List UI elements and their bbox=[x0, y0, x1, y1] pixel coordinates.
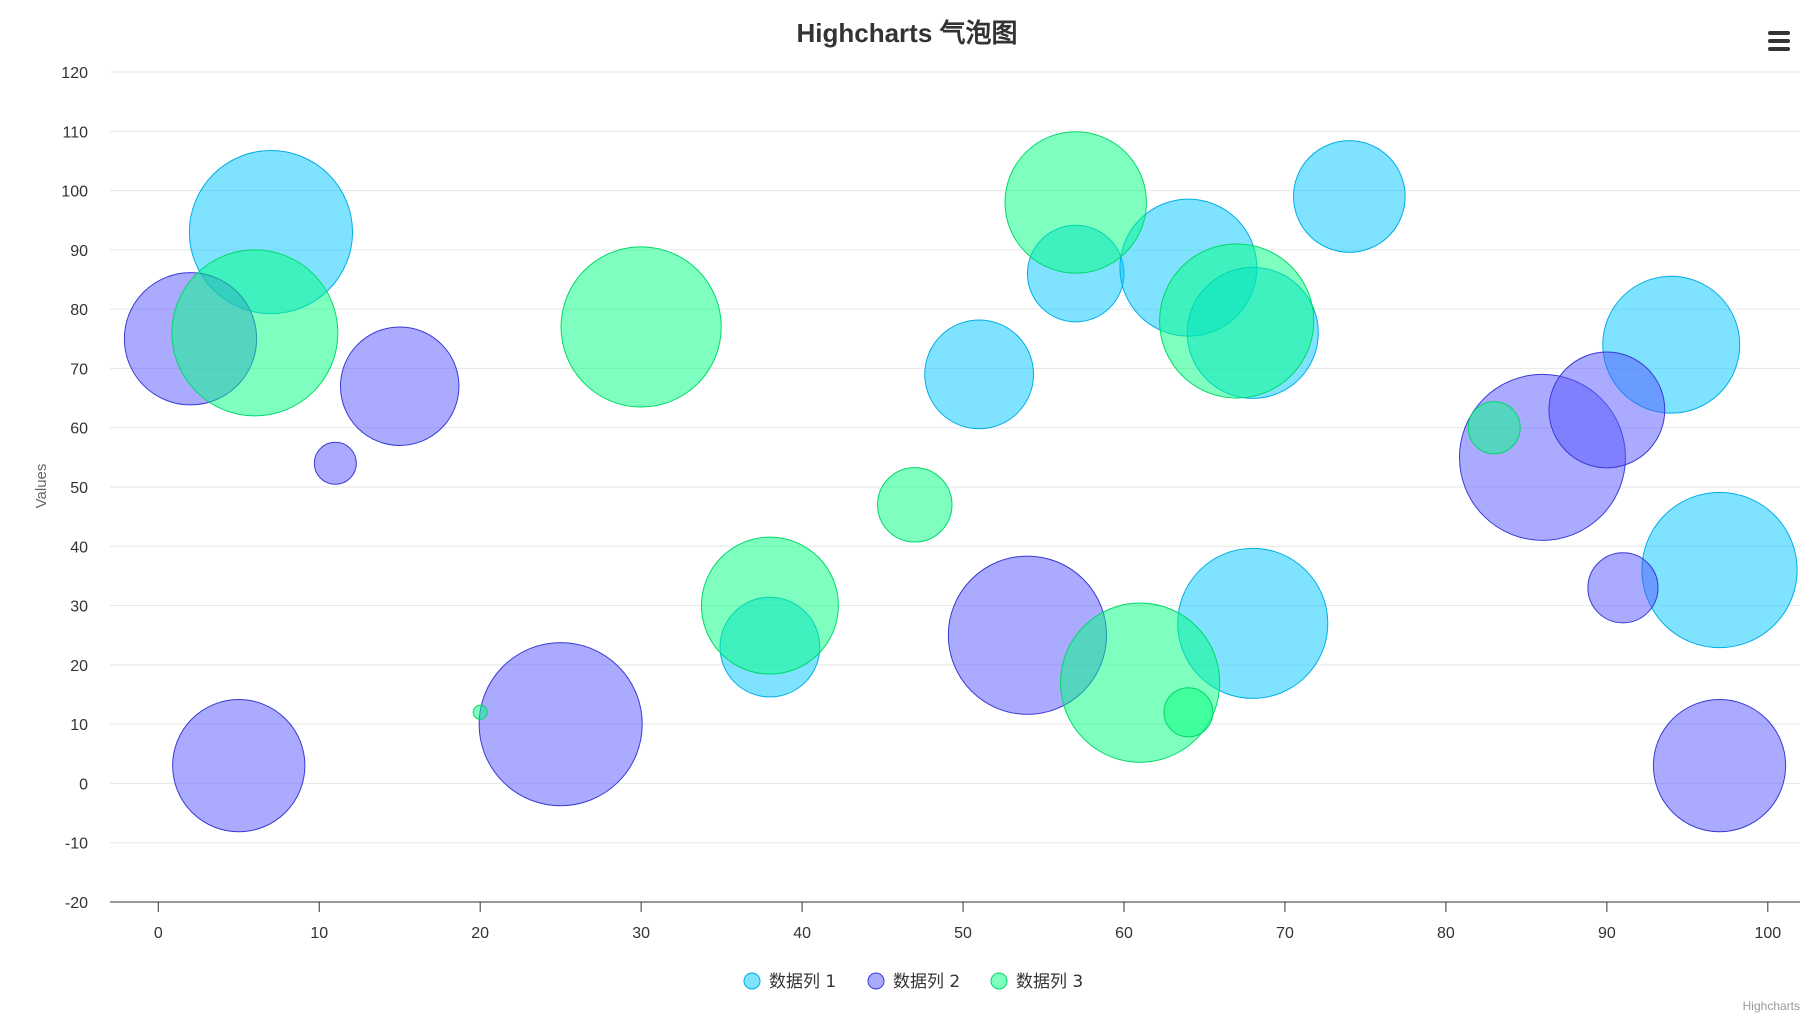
bubble-point[interactable] bbox=[1548, 351, 1666, 469]
chart-title: Highcharts 气泡图 bbox=[796, 18, 1017, 48]
bubble-layer bbox=[123, 131, 1798, 833]
y-tick-label: 80 bbox=[70, 302, 88, 319]
x-tick-label: 70 bbox=[1276, 925, 1294, 942]
x-tick-label: 90 bbox=[1598, 925, 1616, 942]
y-tick-label: 70 bbox=[70, 361, 88, 378]
hamburger-menu-icon[interactable] bbox=[1768, 31, 1790, 51]
y-tick-label: 10 bbox=[70, 717, 88, 734]
y-tick-label: 20 bbox=[70, 658, 88, 675]
bubble-point[interactable] bbox=[1293, 140, 1406, 253]
bubble-point[interactable] bbox=[560, 246, 722, 408]
legend-symbol[interactable] bbox=[743, 972, 761, 990]
x-tick-label: 20 bbox=[471, 925, 489, 942]
legend-label[interactable]: 数据列 2 bbox=[893, 972, 960, 992]
bubble-point[interactable] bbox=[172, 699, 306, 833]
bubble-point[interactable] bbox=[1059, 602, 1221, 763]
x-tick-label: 10 bbox=[310, 925, 328, 942]
credits-link[interactable]: Highcharts bbox=[1743, 999, 1800, 1013]
bubble-point[interactable] bbox=[472, 704, 488, 720]
series-3 bbox=[171, 131, 1521, 763]
y-tick-label: -10 bbox=[65, 836, 88, 853]
x-tick-label: 40 bbox=[793, 925, 811, 942]
y-tick-label: 100 bbox=[61, 184, 88, 201]
bubble-point[interactable] bbox=[1163, 687, 1214, 738]
legend-item-series-2[interactable]: 数据列 2 bbox=[867, 972, 960, 992]
bubble-point[interactable] bbox=[1652, 699, 1787, 833]
x-tick-label: 50 bbox=[954, 925, 972, 942]
legend-item-series-3[interactable]: 数据列 3 bbox=[990, 972, 1083, 992]
y-axis-ticks: -20 -10 0 10 20 30 40 50 60 70 80 90 100 110 120 bbox=[61, 65, 88, 912]
y-axis-title: Values bbox=[33, 464, 50, 509]
x-axis: 0 10 20 30 40 50 60 70 80 90 100 bbox=[110, 901, 1800, 942]
bubble-point[interactable] bbox=[877, 467, 953, 543]
x-tick-label: 80 bbox=[1437, 925, 1455, 942]
bubble-point[interactable] bbox=[1641, 491, 1798, 649]
y-tick-label: 90 bbox=[70, 243, 88, 260]
bubble-point[interactable] bbox=[339, 326, 460, 446]
bubble-point[interactable] bbox=[700, 536, 839, 675]
y-tick-label: 0 bbox=[79, 776, 88, 793]
bubble-point[interactable] bbox=[478, 642, 643, 807]
bubble-point[interactable] bbox=[1467, 401, 1521, 455]
legend-symbol[interactable] bbox=[990, 972, 1008, 990]
x-tick-label: 30 bbox=[632, 925, 650, 942]
legend: 数据列 1 数据列 2 数据列 3 bbox=[743, 972, 1083, 992]
legend-label[interactable]: 数据列 3 bbox=[1016, 972, 1083, 992]
x-tick-label: 100 bbox=[1754, 925, 1781, 942]
y-tick-label: 30 bbox=[70, 599, 88, 616]
y-tick-label: 40 bbox=[70, 539, 88, 556]
x-tick-label: 0 bbox=[154, 925, 163, 942]
bubble-point[interactable] bbox=[1587, 552, 1659, 624]
y-tick-label: 120 bbox=[61, 65, 88, 82]
y-tick-label: 60 bbox=[70, 421, 88, 438]
legend-item-series-1[interactable]: 数据列 1 bbox=[743, 972, 836, 992]
bubble-point[interactable] bbox=[1159, 243, 1315, 399]
y-tick-label: 50 bbox=[70, 480, 88, 497]
bubble-point[interactable] bbox=[171, 249, 339, 417]
legend-label[interactable]: 数据列 1 bbox=[769, 972, 836, 992]
bubble-point[interactable] bbox=[1004, 131, 1147, 274]
y-tick-label: -20 bbox=[65, 895, 88, 912]
context-menu-button[interactable] bbox=[1762, 26, 1796, 54]
x-tick-label: 60 bbox=[1115, 925, 1133, 942]
legend-symbol[interactable] bbox=[867, 972, 885, 990]
y-tick-label: 110 bbox=[62, 124, 88, 141]
bubble-point[interactable] bbox=[924, 319, 1035, 430]
bubble-point[interactable] bbox=[313, 441, 357, 485]
